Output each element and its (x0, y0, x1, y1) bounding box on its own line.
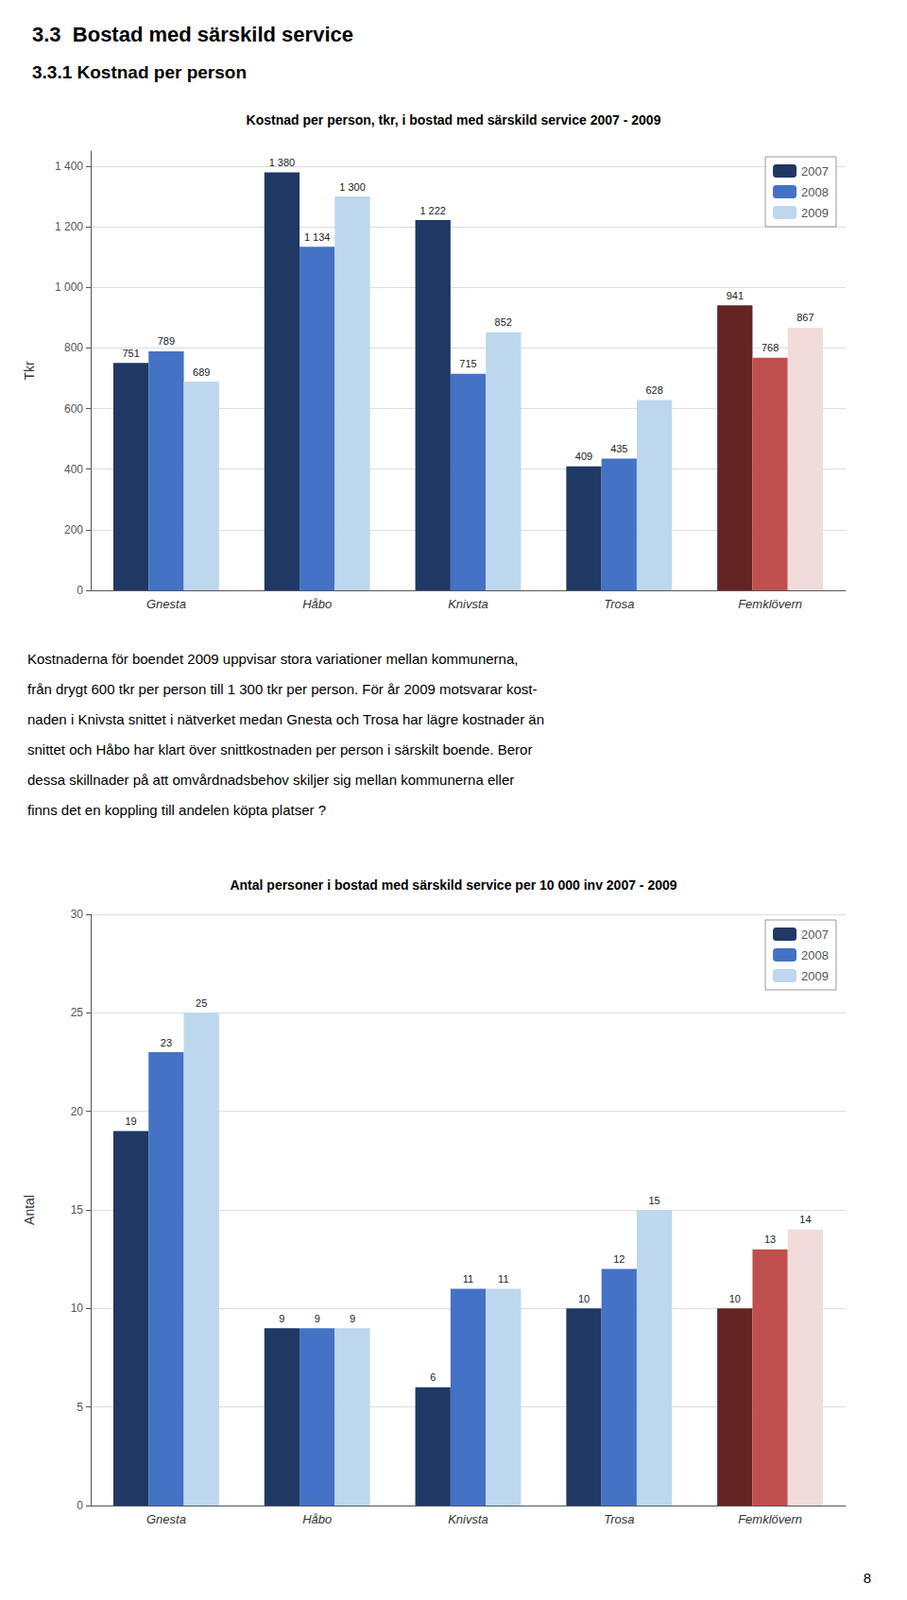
svg-text:435: 435 (610, 443, 628, 455)
svg-text:2007: 2007 (801, 164, 829, 179)
svg-text:Tkr: Tkr (21, 360, 37, 381)
svg-text:867: 867 (796, 311, 814, 324)
svg-text:0: 0 (76, 583, 84, 598)
svg-text:1 000: 1 000 (54, 280, 84, 294)
svg-text:dessa skillnader på att omvård: dessa skillnader på att omvårdnadsbehov … (27, 771, 514, 788)
svg-text:1 300: 1 300 (339, 181, 366, 193)
svg-text:9: 9 (314, 1313, 321, 1325)
svg-text:finns det en koppling till and: finns det en koppling till andelen köpta… (27, 802, 326, 819)
svg-text:1 134: 1 134 (304, 231, 331, 243)
svg-text:852: 852 (495, 316, 513, 328)
svg-text:Håbo: Håbo (302, 1512, 332, 1527)
svg-text:15: 15 (648, 1195, 660, 1207)
svg-text:789: 789 (157, 335, 175, 347)
svg-text:19: 19 (124, 1115, 137, 1128)
svg-text:1 400: 1 400 (54, 159, 84, 173)
svg-text:10: 10 (70, 1301, 85, 1316)
svg-text:11: 11 (497, 1273, 509, 1285)
svg-text:20: 20 (70, 1105, 85, 1119)
svg-text:25: 25 (70, 1006, 85, 1020)
svg-text:Knivsta: Knivsta (447, 597, 489, 612)
svg-text:30: 30 (70, 907, 85, 922)
svg-text:751: 751 (121, 347, 139, 360)
svg-text:2008: 2008 (801, 185, 829, 200)
svg-text:689: 689 (192, 366, 210, 378)
svg-text:10: 10 (729, 1293, 741, 1305)
svg-text:Kostnaderna för boendet 2009 u: Kostnaderna för boendet 2009 uppvisar st… (27, 650, 518, 668)
svg-text:Gnesta: Gnesta (146, 1512, 187, 1527)
svg-text:715: 715 (459, 358, 477, 370)
svg-text:3.3 Bostad med särskild servi: 3.3 Bostad med särskild service (32, 22, 354, 47)
svg-text:snittet och Håbo har klart öve: snittet och Håbo har klart över snittkos… (27, 741, 532, 758)
svg-text:Antal: Antal (21, 1195, 37, 1226)
svg-text:628: 628 (645, 384, 663, 396)
svg-text:Gnesta: Gnesta (146, 597, 187, 612)
svg-text:600: 600 (64, 402, 84, 416)
svg-text:Håbo: Håbo (302, 597, 332, 612)
svg-text:9: 9 (278, 1313, 285, 1325)
svg-text:Femklövern: Femklövern (737, 1512, 803, 1527)
svg-text:13: 13 (764, 1233, 776, 1246)
svg-text:Femklövern: Femklövern (737, 597, 803, 612)
svg-text:2009: 2009 (801, 969, 829, 984)
svg-text:Knivsta: Knivsta (447, 1512, 489, 1527)
svg-text:409: 409 (575, 450, 593, 463)
svg-text:941: 941 (726, 290, 744, 302)
svg-text:1 380: 1 380 (269, 156, 296, 169)
svg-text:1 200: 1 200 (54, 220, 84, 234)
svg-text:12: 12 (613, 1253, 625, 1266)
svg-text:23: 23 (160, 1037, 172, 1049)
svg-text:768: 768 (761, 342, 779, 354)
svg-text:3.3.1 Kostnad per person: 3.3.1 Kostnad per person (32, 62, 247, 83)
svg-text:Antal personer i bostad med sä: Antal personer i bostad med särskild ser… (229, 877, 677, 893)
svg-text:Kostnad per person, tkr, i bos: Kostnad per person, tkr, i bostad med sä… (246, 112, 662, 128)
svg-text:6: 6 (429, 1371, 436, 1384)
svg-text:2007: 2007 (801, 927, 829, 942)
svg-text:9: 9 (349, 1313, 356, 1325)
svg-text:Trosa: Trosa (603, 1512, 634, 1527)
svg-text:8: 8 (863, 1570, 872, 1587)
svg-text:2008: 2008 (801, 948, 829, 963)
svg-text:Trosa: Trosa (603, 597, 634, 612)
svg-text:10: 10 (578, 1293, 590, 1305)
svg-text:200: 200 (64, 523, 84, 537)
svg-text:från drygt 600 tkr per person: från drygt 600 tkr per person till 1 300… (27, 681, 537, 698)
svg-text:5: 5 (76, 1401, 84, 1415)
svg-text:800: 800 (64, 341, 84, 355)
svg-text:400: 400 (64, 462, 84, 477)
svg-text:2009: 2009 (801, 205, 829, 221)
svg-text:1 222: 1 222 (419, 205, 446, 217)
svg-text:15: 15 (70, 1203, 85, 1217)
svg-text:11: 11 (462, 1273, 474, 1285)
svg-text:0: 0 (76, 1499, 84, 1513)
svg-text:14: 14 (799, 1214, 811, 1226)
svg-text:naden i Knivsta snittet i nätv: naden i Knivsta snittet i nätverket meda… (27, 711, 545, 728)
svg-text:25: 25 (195, 997, 207, 1010)
